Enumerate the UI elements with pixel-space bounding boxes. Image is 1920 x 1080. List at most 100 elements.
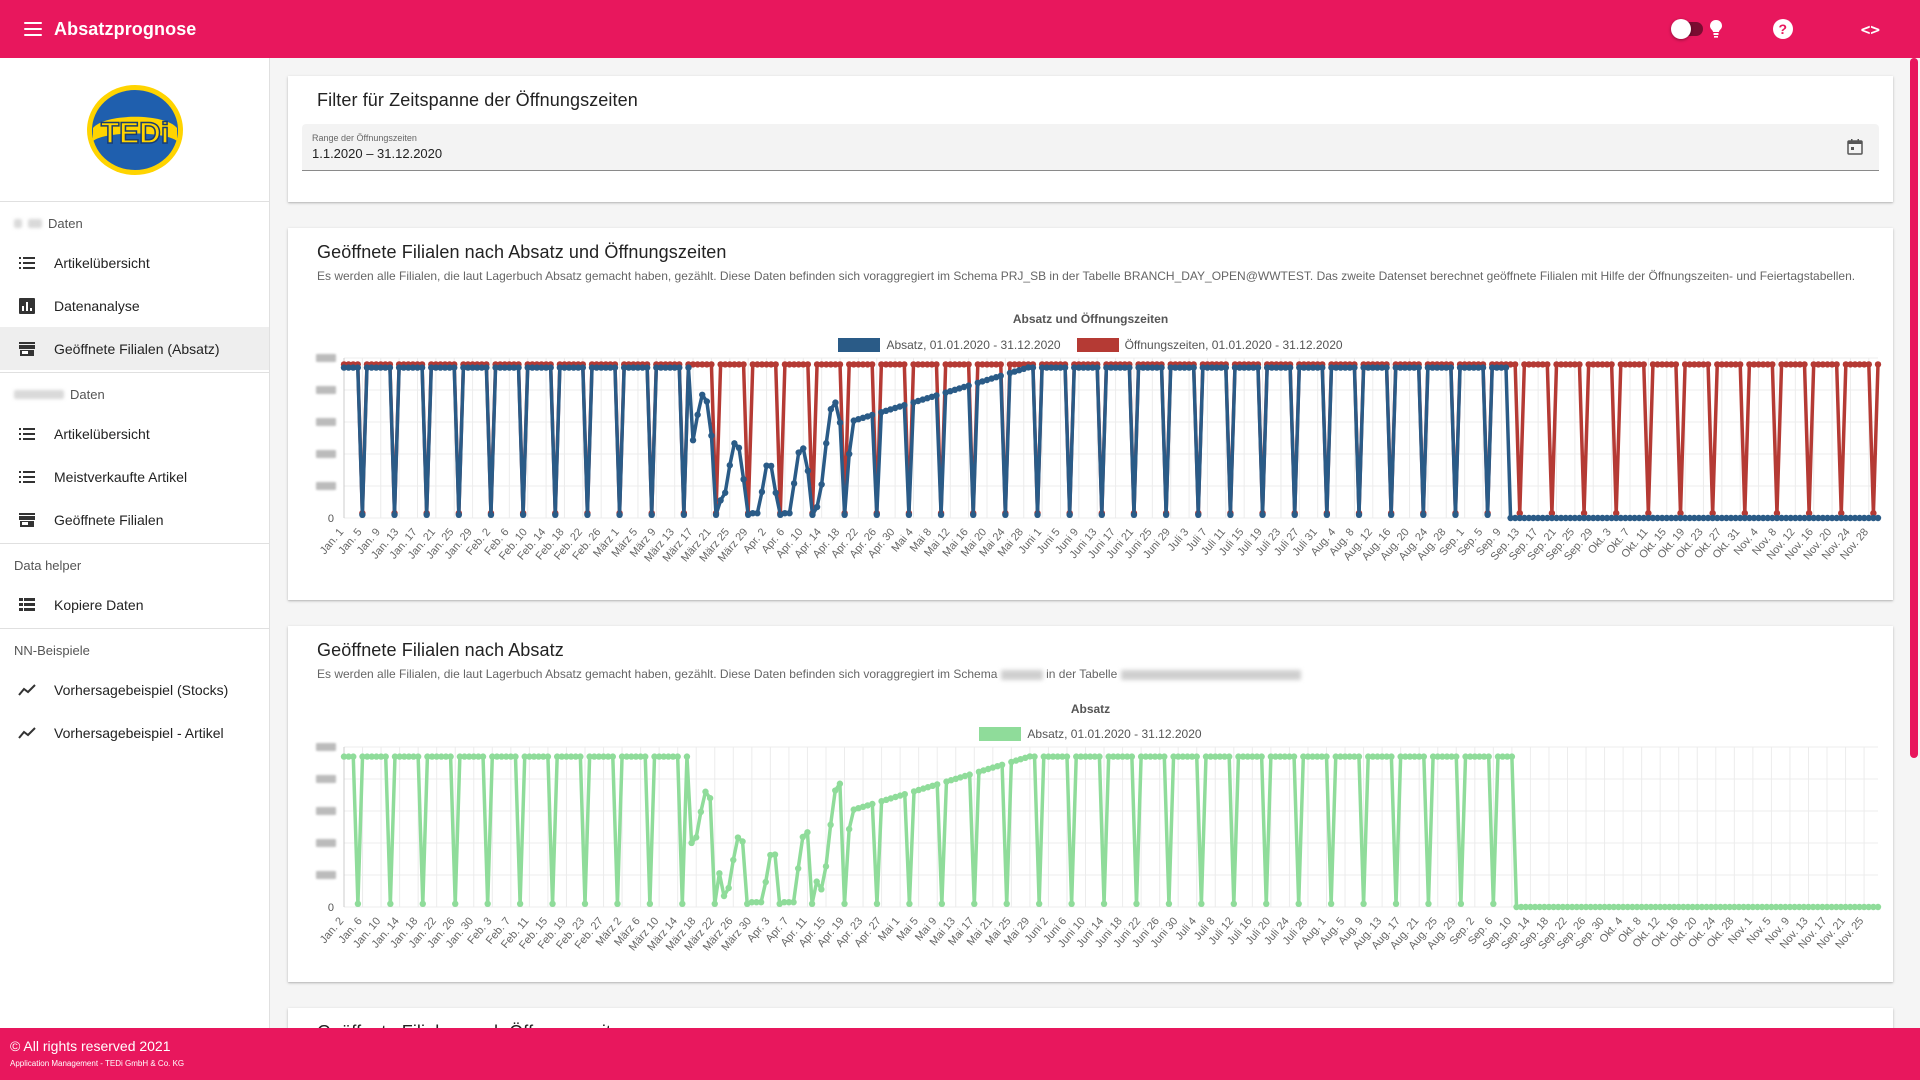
data-point[interactable] [919,361,926,368]
data-point[interactable] [1544,361,1551,368]
data-point[interactable] [938,900,946,907]
data-point[interactable] [1691,361,1698,368]
data-point[interactable] [1851,361,1859,368]
data-point[interactable] [1091,753,1098,760]
data-point[interactable] [997,372,1004,379]
data-point[interactable] [556,364,564,371]
data-point[interactable] [1516,514,1523,522]
data-point[interactable] [1562,514,1569,522]
data-point[interactable] [1536,903,1543,911]
data-point[interactable] [368,753,376,760]
data-point[interactable] [896,361,903,368]
data-point[interactable] [1286,753,1293,760]
data-point[interactable] [1672,361,1680,368]
data-point[interactable] [1555,903,1562,911]
data-point[interactable] [1860,903,1868,911]
data-point[interactable] [464,364,472,371]
data-point[interactable] [914,361,922,368]
data-point[interactable] [475,753,482,760]
data-point[interactable] [1590,361,1597,368]
data-point[interactable] [1420,753,1428,760]
data-point[interactable] [1805,903,1812,911]
data-point[interactable] [489,753,496,760]
data-point[interactable] [763,462,770,469]
data-point[interactable] [1717,903,1724,911]
data-point[interactable] [868,361,876,368]
data-point[interactable] [1525,361,1533,368]
data-point[interactable] [1461,364,1468,371]
data-point[interactable] [846,361,853,368]
data-point[interactable] [1314,753,1321,760]
data-point[interactable] [1239,753,1247,760]
sidebar-item-vorhersage-stocks[interactable]: Vorhersagebeispiel (Stocks) [0,668,269,711]
data-point[interactable] [818,361,825,368]
data-point[interactable] [1548,510,1556,517]
data-point[interactable] [600,753,607,760]
data-point[interactable] [1606,903,1613,911]
data-point[interactable] [859,361,867,368]
data-point[interactable] [414,753,422,760]
data-point[interactable] [1151,753,1159,760]
data-point[interactable] [1698,903,1706,911]
data-point[interactable] [720,892,728,900]
data-point[interactable] [827,821,834,829]
data-point[interactable] [1691,514,1698,522]
data-point[interactable] [1626,361,1634,368]
data-point[interactable] [1686,514,1693,522]
data-point[interactable] [359,511,366,518]
data-point[interactable] [1695,361,1703,368]
data-point[interactable] [965,382,972,389]
data-point[interactable] [593,364,600,371]
data-point[interactable] [1089,364,1096,371]
data-point[interactable] [1263,900,1270,907]
data-point[interactable] [1174,753,1182,760]
data-point[interactable] [771,851,779,858]
data-point[interactable] [762,878,769,886]
sidebar-item-artikeluebersicht-2[interactable]: Artikelübersicht [0,412,269,455]
data-point[interactable] [1810,361,1817,368]
data-point[interactable] [937,511,945,518]
data-point[interactable] [530,753,538,760]
data-point[interactable] [515,364,522,371]
data-point[interactable] [846,450,853,458]
legend-item-absatz-2[interactable]: Absatz, 01.01.2020 - 31.12.2020 [979,727,1202,741]
data-point[interactable] [570,364,577,371]
data-point[interactable] [1172,364,1179,371]
data-point[interactable] [1392,900,1400,907]
data-point[interactable] [549,900,556,907]
data-point[interactable] [1337,364,1344,371]
data-point[interactable] [1613,510,1620,517]
data-point[interactable] [873,511,880,518]
data-point[interactable] [632,753,640,760]
data-point[interactable] [1870,514,1877,522]
data-point[interactable] [1434,753,1441,760]
data-point[interactable] [734,834,742,841]
data-point[interactable] [424,753,431,760]
data-point[interactable] [1276,753,1284,760]
sidebar-item-datenanalyse[interactable]: Datenanalyse [0,284,269,327]
data-point[interactable] [512,753,519,760]
data-point[interactable] [1433,364,1441,371]
data-point[interactable] [1227,511,1234,518]
data-point[interactable] [1447,364,1455,371]
data-point[interactable] [1116,364,1124,371]
data-point[interactable] [1539,514,1546,522]
data-point[interactable] [1068,900,1075,907]
data-point[interactable] [942,361,949,368]
data-point[interactable] [1562,361,1569,368]
data-point[interactable] [1392,364,1399,371]
data-point[interactable] [1723,361,1730,368]
data-point[interactable] [1507,514,1514,522]
data-point[interactable] [1787,514,1794,522]
data-point[interactable] [1176,364,1184,371]
data-point[interactable] [1103,364,1110,371]
data-point[interactable] [1309,753,1316,760]
data-point[interactable] [740,476,747,483]
data-point[interactable] [1842,514,1850,522]
data-point[interactable] [607,364,614,371]
data-point[interactable] [1786,903,1794,911]
data-point[interactable] [1139,364,1147,371]
data-point[interactable] [1267,753,1275,760]
data-point[interactable] [749,361,756,368]
data-point[interactable] [716,870,723,877]
